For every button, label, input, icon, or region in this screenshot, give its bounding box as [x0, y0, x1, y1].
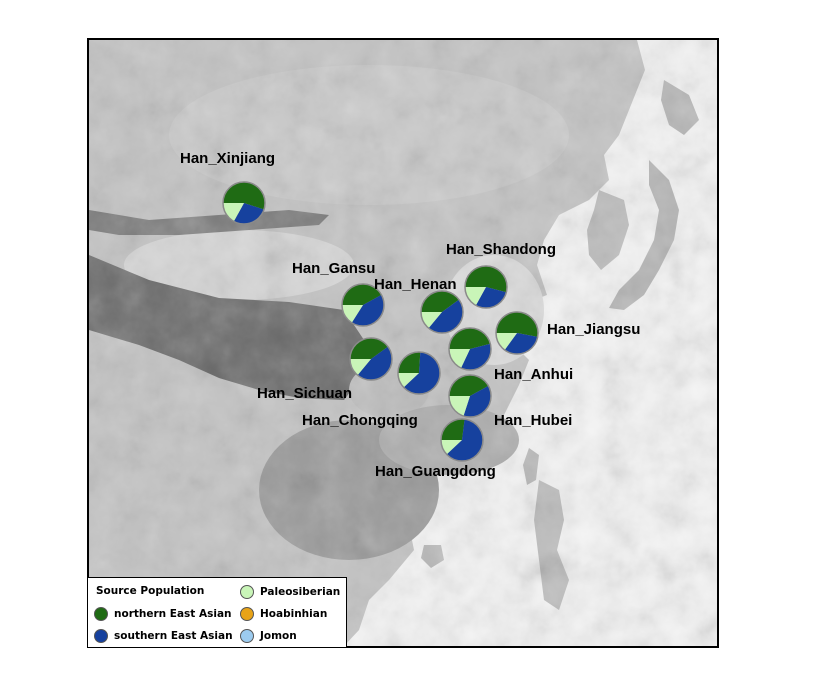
pie-charts — [222, 181, 539, 462]
legend-label-paleosiberian: Paleosiberian — [260, 586, 341, 598]
pie-slice-han-henan-northern-east-asian — [421, 291, 459, 312]
label-han-sichuan: Han_Sichuan — [257, 385, 353, 402]
pie-han-xinjiang — [222, 181, 266, 225]
label-han-jiangsu: Han_Jiangsu — [547, 321, 641, 338]
terrain-layer — [89, 40, 717, 646]
map[interactable]: Han_Xinjiang Han_Gansu Han_Henan Han_Sha… — [87, 38, 719, 648]
label-han-anhui: Han_Anhui — [494, 366, 574, 383]
pie-slice-han-henan-paleosiberian — [421, 312, 442, 329]
pie-han-jiangsu — [495, 311, 539, 355]
northern-east-asian-swatch — [94, 607, 108, 621]
pie-slice-han-hubei-paleosiberian — [449, 396, 470, 416]
pie-slice-han-henan-southern-east-asian — [428, 299, 464, 334]
pie-slice-han-gansu-northern-east-asian — [342, 284, 382, 305]
legend-label-southern-east-asian: southern East Asian — [114, 630, 233, 642]
pie-slice-han-anhui-paleosiberian — [448, 349, 470, 369]
pie-slice-han-jiangsu-paleosiberian — [496, 333, 517, 350]
pie-outline-han-xinjiang — [222, 181, 266, 225]
legend-label-jomon: Jomon — [260, 630, 297, 642]
pie-slice-han-sichuan-southern-east-asian — [357, 346, 392, 380]
pie-slice-han-sichuan-northern-east-asian — [350, 338, 388, 359]
pie-outline-han-hubei — [448, 374, 492, 418]
label-han-chongqing: Han_Chongqing — [302, 412, 418, 429]
pie-han-sichuan — [349, 337, 393, 381]
label-han-shandong: Han_Shandong — [446, 241, 557, 258]
pie-slice-han-xinjiang-southern-east-asian — [233, 203, 264, 224]
pie-han-hubei — [448, 374, 492, 418]
jomon-swatch — [240, 629, 254, 643]
pie-slice-han-anhui-southern-east-asian — [461, 343, 491, 370]
pie-slice-han-sichuan-paleosiberian — [350, 359, 371, 376]
hoabinhian-swatch — [240, 607, 254, 621]
pie-han-guangdong — [440, 418, 484, 462]
legend-item-hoabinhian: Hoabinhian — [240, 607, 327, 621]
legend-label-northern-east-asian: northern East Asian — [114, 608, 232, 620]
southern-east-asian-swatch — [94, 629, 108, 643]
legend-label-hoabinhian: Hoabinhian — [260, 608, 328, 620]
pie-han-chongqing — [397, 351, 441, 395]
pie-slice-han-guangdong-southern-east-asian — [446, 419, 483, 461]
pie-han-gansu — [341, 283, 385, 327]
pie-outline-han-anhui — [448, 327, 492, 371]
pie-outline-han-shandong — [464, 265, 508, 309]
pie-slice-han-chongqing-southern-east-asian — [403, 352, 441, 394]
legend-item-northern-east-asian: northern East Asian — [94, 607, 232, 621]
pie-slice-han-jiangsu-southern-east-asian — [504, 333, 538, 354]
pie-slice-han-gansu-southern-east-asian — [351, 294, 384, 326]
label-han-xinjiang: Han_Xinjiang — [180, 150, 276, 167]
pie-slice-han-anhui-northern-east-asian — [449, 327, 491, 349]
pie-outline-han-chongqing — [397, 351, 441, 395]
legend-item-paleosiberian: Paleosiberian — [240, 585, 340, 599]
label-han-henan: Han_Henan — [374, 276, 457, 293]
pie-slice-han-shandong-northern-east-asian — [465, 265, 507, 293]
pie-han-henan — [420, 290, 464, 334]
pie-han-anhui — [448, 327, 492, 371]
pie-outline-han-jiangsu — [495, 311, 539, 355]
label-han-gansu: Han_Gansu — [292, 260, 376, 277]
pie-slice-han-guangdong-northern-east-asian — [441, 419, 465, 440]
pie-han-shandong — [464, 265, 508, 309]
pie-outline-han-guangdong — [440, 418, 484, 462]
pie-slice-han-xinjiang-northern-east-asian — [223, 182, 265, 210]
legend-item-southern-east-asian: southern East Asian — [94, 629, 233, 643]
pie-slice-han-hubei-northern-east-asian — [449, 375, 489, 396]
pie-slice-han-hubei-southern-east-asian — [463, 385, 491, 417]
paleosiberian-swatch — [240, 585, 254, 599]
terrain-texture — [89, 40, 717, 646]
pie-outline-han-henan — [420, 290, 464, 334]
pie-slice-han-chongqing-northern-east-asian — [398, 352, 421, 373]
pie-slice-han-chongqing-paleosiberian — [398, 373, 419, 388]
pie-outline-han-sichuan — [349, 337, 393, 381]
legend: Source Population Paleosiberian northern… — [87, 577, 347, 648]
legend-item-jomon: Jomon — [240, 629, 297, 643]
pie-slice-han-shandong-southern-east-asian — [475, 287, 507, 308]
pie-slice-han-jiangsu-northern-east-asian — [496, 311, 538, 337]
label-han-guangdong: Han_Guangdong — [375, 463, 496, 480]
label-han-hubei: Han_Hubei — [494, 412, 573, 429]
pie-outline-han-gansu — [341, 283, 385, 327]
pie-slice-han-guangdong-paleosiberian — [441, 440, 462, 455]
legend-title: Source Population — [96, 585, 205, 597]
